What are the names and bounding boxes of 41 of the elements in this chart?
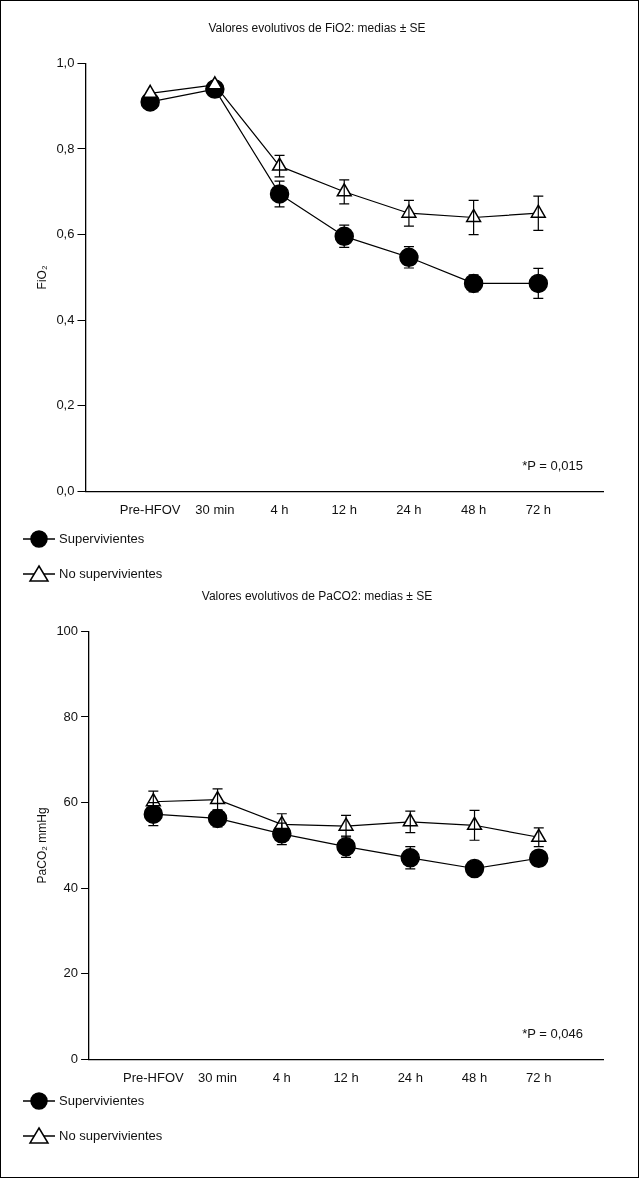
point bbox=[142, 84, 158, 99]
x-tick-label: 30 min bbox=[195, 501, 235, 517]
chart-title: Valores evolutivos de FiO2: medias ± SE bbox=[208, 20, 426, 35]
y-tick-label: 20 bbox=[63, 965, 79, 981]
y-tick-label: 80 bbox=[63, 708, 79, 724]
x-tick-label: 12 h bbox=[333, 1069, 359, 1085]
y-tick-label: 0 bbox=[70, 1050, 79, 1066]
point bbox=[207, 76, 223, 90]
y-tick-label: 40 bbox=[63, 879, 79, 895]
y-tick-label: 100 bbox=[56, 622, 79, 638]
x-tick-label: 30 min bbox=[198, 1069, 238, 1085]
x-tick-label: 24 h bbox=[397, 1069, 423, 1085]
point bbox=[528, 273, 549, 294]
y-tick-label: 0,4 bbox=[56, 311, 75, 327]
y-tick-label: 0,0 bbox=[56, 482, 75, 498]
x-tick-label: 72 h bbox=[525, 501, 551, 517]
x-tick-label: Pre-HFOV bbox=[122, 1069, 184, 1085]
point bbox=[463, 273, 484, 294]
annotation: *P = 0,015 bbox=[522, 458, 583, 474]
x-tick-label: 4 h bbox=[272, 1069, 291, 1085]
y-axis-title: PaCO₂ mmHg bbox=[34, 807, 49, 884]
y-tick-label: 0,8 bbox=[56, 140, 75, 156]
legend-label: Supervivientes bbox=[59, 531, 145, 546]
y-axis-title: FiO₂ bbox=[34, 265, 49, 290]
x-tick-label: 4 h bbox=[270, 501, 289, 517]
y-tick-label: 0,6 bbox=[56, 226, 75, 242]
x-tick-label: Pre-HFOV bbox=[119, 501, 181, 517]
y-tick-label: 0,2 bbox=[56, 397, 75, 413]
x-tick-label: 12 h bbox=[331, 501, 357, 517]
annotation: *P = 0,046 bbox=[522, 1026, 583, 1042]
x-tick-label: 72 h bbox=[526, 1069, 552, 1085]
chart-title: Valores evolutivos de PaCO2: medias ± SE bbox=[201, 588, 433, 603]
y-tick-label: 60 bbox=[63, 794, 79, 810]
x-tick-label: 24 h bbox=[396, 501, 422, 517]
legend-label: No supervivientes bbox=[59, 1128, 163, 1143]
point bbox=[269, 184, 290, 204]
legend-label: No supervivientes bbox=[59, 566, 163, 581]
x-tick-label: 48 h bbox=[461, 1069, 488, 1085]
x-tick-label: 48 h bbox=[460, 501, 487, 517]
legend-label: Supervivientes bbox=[59, 1093, 145, 1108]
y-tick-label: 1,0 bbox=[56, 54, 75, 70]
